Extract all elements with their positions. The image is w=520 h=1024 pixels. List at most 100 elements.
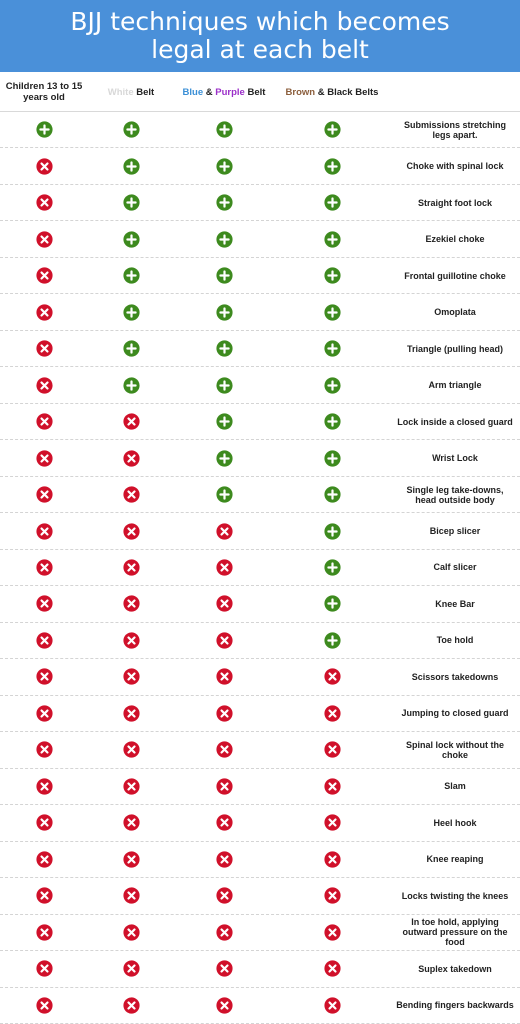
x-circle-icon <box>35 522 53 540</box>
plus-circle-icon <box>122 304 140 321</box>
status-cell <box>88 769 174 804</box>
x-circle-icon <box>35 741 53 758</box>
status-cell <box>174 586 274 621</box>
status-cell <box>174 148 274 183</box>
status-cell <box>274 258 390 293</box>
x-circle-icon <box>122 522 140 540</box>
table-row: In toe hold, applying outward pressure o… <box>0 915 520 952</box>
x-circle-icon <box>323 997 341 1014</box>
status-cell <box>0 404 88 439</box>
table-row: Ezekiel choke <box>0 221 520 258</box>
header-blue-purple-belt: Blue & Purple Belt <box>174 72 274 112</box>
status-cell <box>274 805 390 840</box>
table-row: Suplex takedown <box>0 951 520 988</box>
header-brown-black-belts: Brown & Black Belts <box>274 72 390 112</box>
plus-circle-icon <box>215 449 233 467</box>
status-cell <box>174 367 274 402</box>
technique-label: Bicep slicer <box>429 526 481 536</box>
x-circle-icon <box>215 851 233 868</box>
table-row: Omoplata <box>0 294 520 331</box>
table-row: Choke with spinal lock <box>0 148 520 185</box>
status-cell <box>174 988 274 1023</box>
x-circle-icon <box>35 194 53 211</box>
x-circle-icon <box>323 668 341 685</box>
technique-label: Wrist Lock <box>432 453 478 464</box>
plus-circle-icon <box>323 121 341 138</box>
header-blue-purple-rest: Belt <box>244 86 266 98</box>
plus-circle-icon <box>215 267 233 284</box>
x-circle-icon <box>35 231 53 248</box>
status-cell <box>274 696 390 731</box>
table-row: Calf slicer <box>0 550 520 587</box>
x-circle-icon <box>323 924 341 941</box>
status-cell <box>174 331 274 366</box>
status-cell <box>274 367 390 402</box>
header-amp: & <box>203 86 216 98</box>
status-cell <box>174 623 274 658</box>
x-circle-icon <box>215 705 233 722</box>
status-cell <box>274 659 390 694</box>
plus-circle-icon <box>35 121 53 138</box>
x-circle-icon <box>35 559 53 576</box>
status-cell <box>274 477 390 512</box>
x-circle-icon <box>215 960 233 977</box>
x-circle-icon <box>35 158 53 175</box>
technique-label: Arm triangle <box>428 380 482 391</box>
technique-label: Locks twisting the knees <box>401 890 509 901</box>
status-cell <box>0 878 88 913</box>
technique-label: Toe hold <box>436 635 474 646</box>
x-circle-icon <box>323 960 341 977</box>
status-cell <box>174 951 274 986</box>
x-circle-icon <box>122 741 140 758</box>
status-cell <box>174 732 274 767</box>
status-cell <box>274 148 390 183</box>
table-row: Frontal guillotine choke <box>0 258 520 295</box>
status-cell <box>88 586 174 621</box>
x-circle-icon <box>122 887 140 904</box>
status-cell <box>274 331 390 366</box>
status-cell <box>88 513 174 548</box>
status-cell <box>174 915 274 950</box>
plus-circle-icon <box>215 340 233 357</box>
table-row: Wrist Lock <box>0 440 520 477</box>
x-circle-icon <box>215 559 233 576</box>
header-blue-word: Blue <box>182 86 204 98</box>
technique-label: Lock inside a closed guard <box>397 416 513 427</box>
status-cell <box>88 659 174 694</box>
technique-label: Omoplata <box>434 307 476 318</box>
technique-label: Jumping to closed guard <box>401 708 509 719</box>
status-cell <box>0 659 88 694</box>
table-row: Toe hold <box>0 623 520 660</box>
status-cell <box>88 404 174 439</box>
x-circle-icon <box>122 486 140 503</box>
x-circle-icon <box>35 997 53 1014</box>
plus-circle-icon <box>122 377 140 394</box>
status-cell <box>274 586 390 621</box>
table-row: Knee Bar <box>0 586 520 623</box>
status-cell <box>0 112 88 147</box>
status-cell <box>0 988 88 1023</box>
x-circle-icon <box>35 668 53 685</box>
status-cell <box>174 185 274 220</box>
technique-label: Slam <box>444 781 466 792</box>
status-cell <box>88 842 174 877</box>
status-cell <box>0 842 88 877</box>
plus-circle-icon <box>323 377 341 394</box>
plus-circle-icon <box>122 231 140 248</box>
x-circle-icon <box>323 778 341 795</box>
status-cell <box>174 112 274 147</box>
status-cell <box>88 294 174 329</box>
technique-label: Knee reaping <box>426 854 484 865</box>
technique-label: Triangle (pulling head) <box>406 343 503 354</box>
status-cell <box>88 550 174 585</box>
table-row: Lock inside a closed guard <box>0 404 520 441</box>
x-circle-icon <box>122 595 140 613</box>
status-cell <box>274 221 390 256</box>
x-circle-icon <box>122 924 140 941</box>
status-cell <box>274 440 390 475</box>
technique-label: Calf slicer <box>433 562 477 573</box>
x-circle-icon <box>215 778 233 795</box>
status-cell <box>174 696 274 731</box>
status-cell <box>0 805 88 840</box>
x-circle-icon <box>35 778 53 795</box>
